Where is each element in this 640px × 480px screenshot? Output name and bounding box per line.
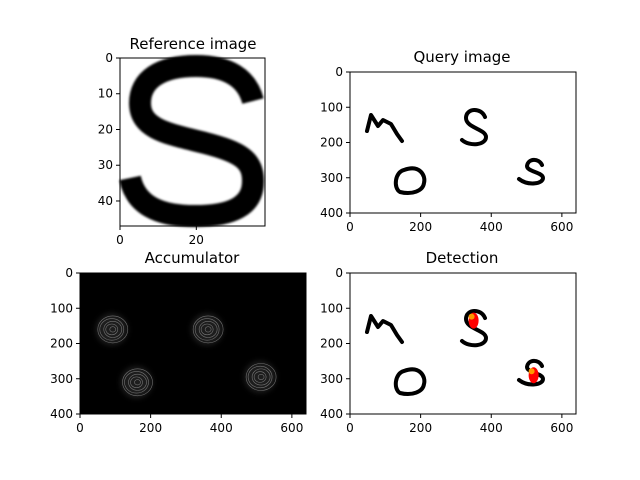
detection-letter-S	[460, 309, 488, 348]
reference-frame	[119, 57, 266, 227]
query-title: Query image	[413, 48, 510, 66]
accumulator-panel: Accumulator 0 200 400 600 0 100 200 300 400	[50, 249, 307, 435]
accumulator-xtick-label: 600	[280, 421, 303, 435]
accumulator-ytick-label: 100	[50, 301, 73, 315]
detection-panel: Detection 0 200 400 600 0 100 200 300 400	[320, 249, 577, 435]
query-ytick-label: 200	[320, 136, 343, 150]
reference-ytick-label: 30	[98, 158, 113, 172]
accumulator-hotspot	[191, 313, 224, 346]
accumulator-title: Accumulator	[145, 249, 241, 267]
query-xaxis: 0 200 400 600	[346, 213, 573, 234]
accumulator-hotspot	[95, 313, 129, 346]
detection-letter-m	[365, 314, 404, 344]
query-xtick-label: 400	[480, 220, 503, 234]
accumulator-hotspot	[244, 360, 277, 393]
query-ytick-label: 300	[320, 171, 343, 185]
reference-panel: Reference image 0 20 0 10 20 30 40	[98, 35, 266, 247]
accumulator-xtick-label: 0	[76, 421, 84, 435]
reference-glyph	[119, 54, 265, 228]
reference-xtick-label: 20	[189, 233, 204, 247]
detection-markers	[468, 312, 539, 384]
detection-marker	[468, 312, 479, 329]
detection-xtick-label: 0	[346, 421, 354, 435]
detection-xtick-label: 400	[480, 421, 503, 435]
detection-ytick-label: 100	[320, 301, 343, 315]
reference-ytick-label: 20	[98, 122, 113, 136]
reference-ytick-label: 40	[98, 194, 113, 208]
accumulator-yaxis: 0 100 200 300 400	[50, 266, 80, 421]
accumulator-xaxis: 0 200 400 600	[76, 414, 303, 435]
reference-ytick-label: 0	[105, 51, 113, 65]
accumulator-ytick-label: 0	[65, 266, 73, 280]
reference-xaxis: 0 20	[116, 226, 204, 247]
detection-xtick-label: 600	[550, 421, 573, 435]
query-letter-S	[460, 108, 488, 147]
accumulator-ytick-label: 400	[50, 407, 73, 421]
query-letter-s	[517, 157, 545, 186]
detection-xaxis: 0 200 400 600	[346, 414, 573, 435]
query-yaxis: 0 100 200 300 400	[320, 65, 350, 220]
detection-ytick-label: 400	[320, 407, 343, 421]
detection-title: Detection	[426, 249, 499, 267]
query-xtick-label: 0	[346, 220, 354, 234]
query-xtick-label: 600	[550, 220, 573, 234]
accumulator-ytick-label: 300	[50, 372, 73, 386]
detection-ytick-label: 0	[335, 266, 343, 280]
reference-xtick-label: 0	[116, 233, 124, 247]
accumulator-hotspots	[95, 313, 277, 399]
query-ytick-label: 0	[335, 65, 343, 79]
detection-letter-o	[393, 367, 427, 396]
query-xtick-label: 200	[409, 220, 432, 234]
accumulator-ytick-label: 200	[50, 337, 73, 351]
detection-yaxis: 0 100 200 300 400	[320, 266, 350, 421]
query-panel: Query image 0 200 400 600 0 100 200 300 400	[320, 48, 577, 234]
detection-ytick-label: 200	[320, 337, 343, 351]
reference-ytick-label: 10	[98, 87, 113, 101]
reference-yaxis: 0 10 20 30 40	[98, 51, 120, 208]
query-ytick-label: 100	[320, 100, 343, 114]
query-strokes	[365, 108, 545, 195]
reference-title: Reference image	[129, 35, 256, 53]
detection-marker	[528, 367, 539, 384]
query-letter-o	[393, 166, 427, 195]
query-ytick-label: 400	[320, 206, 343, 220]
accumulator-xtick-label: 400	[210, 421, 233, 435]
detection-xtick-label: 200	[409, 421, 432, 435]
query-letter-m	[365, 113, 404, 143]
accumulator-hotspot	[120, 366, 153, 399]
detection-ytick-label: 300	[320, 372, 343, 386]
accumulator-xtick-label: 200	[139, 421, 162, 435]
